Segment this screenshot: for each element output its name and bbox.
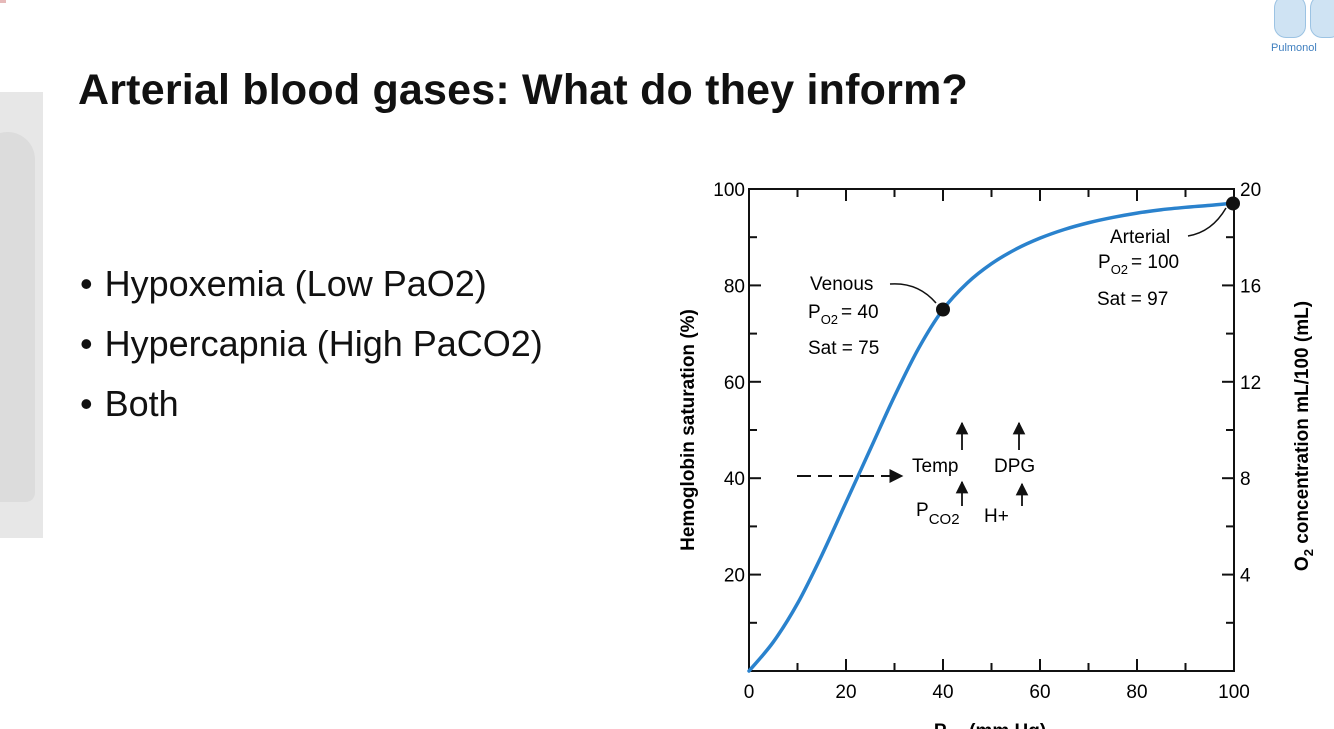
dpg-label: DPG: [994, 456, 1035, 477]
pco2-p: P: [916, 500, 929, 521]
arterial-label: Arterial: [1110, 227, 1170, 248]
dissociation-curve: [747, 201, 1231, 673]
y2-title-o: O: [1292, 556, 1313, 571]
venous-po2: PO2 = 40: [808, 302, 879, 327]
pco2-label: PCO2: [916, 500, 960, 528]
venous-po2-sub: O2: [821, 312, 838, 327]
venous-point: [936, 302, 950, 317]
x-title-rest: (mm Hg): [964, 721, 1046, 729]
x-tick-label: 80: [1126, 682, 1147, 703]
venous-sat: Sat = 75: [808, 338, 879, 359]
bullet-item: Hypoxemia (Low PaO2): [80, 254, 543, 314]
arterial-point: [1226, 196, 1240, 211]
venous-label: Venous: [810, 274, 873, 295]
h-plus-label: H+: [984, 506, 1009, 527]
logo-text: Pulmonol: [1271, 42, 1317, 54]
arterial-sat: Sat = 97: [1097, 289, 1168, 310]
venous-po2-value: = 40: [841, 302, 879, 323]
bullet-item: Both: [80, 374, 543, 434]
x-axis-title: PO2 (mm Hg): [934, 721, 1046, 729]
x-tick-label: 0: [744, 682, 755, 703]
x-tick-label: 100: [1218, 682, 1250, 703]
y-tick-label: 40: [724, 469, 745, 490]
arterial-po2-p: P: [1098, 252, 1111, 273]
body-silhouette: [0, 132, 35, 502]
side-figure-image: [0, 92, 43, 538]
tick-labels: 0 20 40 60 80 100 20 40 60 80 100 4 8 12 16 20: [713, 180, 1261, 703]
arterial-annotation: Arterial PO2 = 100 Sat = 97: [1097, 207, 1227, 310]
y2-tick-label: 4: [1240, 566, 1251, 587]
arterial-po2-sub: O2: [1111, 262, 1128, 277]
y2-tick-label: 8: [1240, 469, 1251, 490]
arterial-po2: PO2 = 100: [1098, 252, 1179, 277]
lung-icon-left: [1274, 0, 1306, 38]
x-title-p: P: [934, 721, 947, 729]
x-tick-label: 60: [1029, 682, 1050, 703]
bullet-list: Hypoxemia (Low PaO2) Hypercapnia (High P…: [80, 254, 543, 434]
bullet-item: Hypercapnia (High PaCO2): [80, 314, 543, 374]
y-tick-label: 60: [724, 373, 745, 394]
y2-tick-label: 20: [1240, 180, 1261, 201]
arterial-leader: [1187, 207, 1227, 237]
y2-axis-title: O2 concentration mL/100 (mL): [1292, 301, 1316, 571]
x-tick-label: 40: [932, 682, 953, 703]
y2-tick-label: 12: [1240, 373, 1261, 394]
pco2-sub: CO2: [929, 511, 960, 528]
y2-title-rest: concentration mL/100 (mL): [1292, 301, 1313, 549]
shift-factors-annotation: Temp DPG PCO2 H+: [797, 421, 1035, 528]
arterial-po2-value: = 100: [1131, 252, 1179, 273]
venous-annotation: Venous PO2 = 40 Sat = 75: [808, 274, 937, 359]
y-tick-label: 100: [713, 180, 745, 201]
y-axis-title: Hemoglobin saturation (%): [678, 309, 699, 551]
y-tick-label: 80: [724, 276, 745, 297]
pulmonology-logo: Pulmonol: [1268, 0, 1334, 60]
corner-mark: [0, 0, 6, 3]
y-tick-label: 20: [724, 566, 745, 587]
tick-marks: [748, 188, 1235, 672]
x-tick-label: 20: [835, 682, 856, 703]
venous-po2-p: P: [808, 302, 821, 323]
venous-leader: [889, 283, 937, 304]
lung-icon-right: [1310, 0, 1334, 38]
temp-label: Temp: [912, 456, 958, 477]
slide-title: Arterial blood gases: What do they infor…: [78, 66, 968, 114]
y2-tick-label: 16: [1240, 276, 1261, 297]
y2-title-sub: 2: [1301, 549, 1316, 556]
